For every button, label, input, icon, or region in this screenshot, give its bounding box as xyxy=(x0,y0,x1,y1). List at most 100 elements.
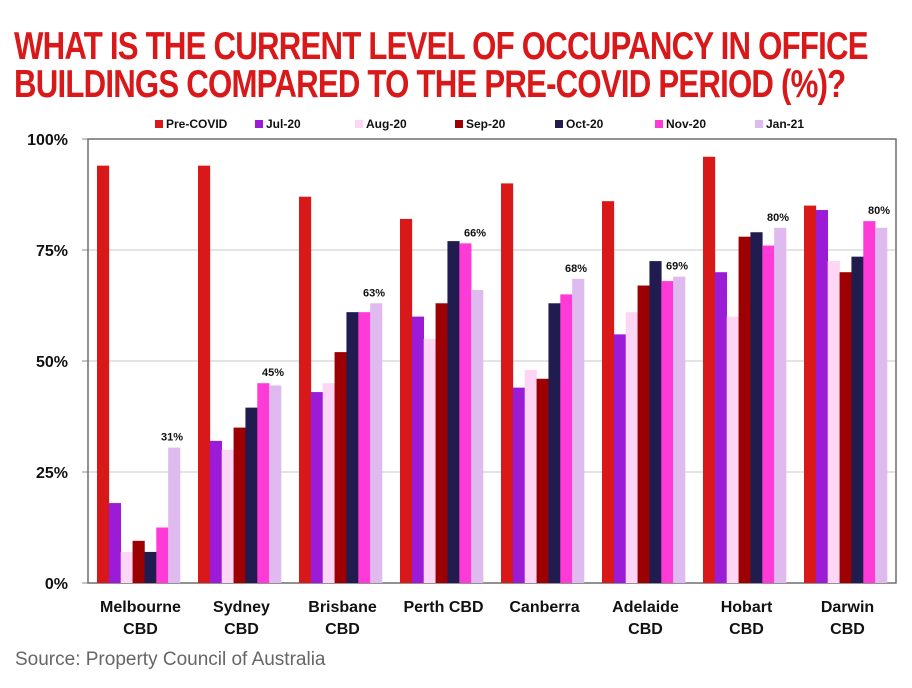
legend-label: Sep-20 xyxy=(466,117,506,131)
bar xyxy=(863,221,876,583)
legend-swatch xyxy=(155,120,163,128)
x-category-label: Adelaide xyxy=(612,599,679,616)
bar xyxy=(774,227,787,584)
bar xyxy=(536,378,549,583)
bar xyxy=(120,551,133,583)
bar xyxy=(625,312,638,583)
bar xyxy=(602,201,615,583)
source-note: Source: Property Council of Australia xyxy=(15,649,326,670)
x-category-label: Canberra xyxy=(509,599,579,616)
x-category-label: CBD xyxy=(628,621,663,638)
bar xyxy=(875,227,888,584)
x-category-label: CBD xyxy=(224,621,259,638)
bar xyxy=(459,243,472,583)
y-tick-label: 100% xyxy=(27,132,68,149)
x-category-label: CBD xyxy=(325,621,360,638)
bar xyxy=(703,156,716,583)
bar xyxy=(245,407,258,583)
legend-swatch xyxy=(355,120,363,128)
data-label: 45% xyxy=(262,367,284,379)
legend-label: Oct-20 xyxy=(566,117,604,131)
legend-swatch xyxy=(655,120,663,128)
bar xyxy=(661,281,674,583)
bar xyxy=(334,352,347,583)
bar xyxy=(501,183,514,583)
bar xyxy=(649,261,662,583)
bar xyxy=(358,312,371,583)
bar xyxy=(168,447,181,583)
chart-title-line-2: BUILDINGS COMPARED TO THE PRE-COVID PERI… xyxy=(14,63,846,106)
bar xyxy=(269,385,282,583)
bar xyxy=(132,540,145,583)
data-label: 69% xyxy=(666,261,688,273)
bar xyxy=(637,285,650,583)
bar xyxy=(827,261,840,583)
bar xyxy=(423,338,436,583)
bar xyxy=(560,294,573,583)
bar xyxy=(815,210,829,584)
bar xyxy=(257,383,270,583)
bar xyxy=(524,369,537,583)
bar xyxy=(804,205,817,583)
legend-swatch xyxy=(555,120,563,128)
legend-label: Nov-20 xyxy=(666,117,706,131)
y-tick-label: 25% xyxy=(36,465,68,482)
bar xyxy=(839,272,852,583)
bar xyxy=(97,165,110,583)
x-category-label: CBD xyxy=(729,621,764,638)
legend-label: Jul-20 xyxy=(266,117,301,131)
bar xyxy=(447,241,460,583)
bar xyxy=(726,316,739,583)
bar xyxy=(411,316,425,583)
bar xyxy=(299,196,312,583)
legend-label: Pre-COVID xyxy=(166,117,228,131)
bar xyxy=(435,303,448,583)
y-tick-label: 50% xyxy=(36,354,68,371)
y-tick-label: 75% xyxy=(36,243,68,260)
bar xyxy=(322,383,335,583)
data-label: 80% xyxy=(868,205,890,217)
x-category-label: Melbourne xyxy=(100,599,181,616)
legend-swatch xyxy=(255,120,263,128)
bar xyxy=(310,392,324,583)
bar xyxy=(471,289,484,583)
bar xyxy=(750,232,763,584)
bar xyxy=(851,256,864,583)
x-category-label: CBD xyxy=(123,621,158,638)
bar xyxy=(209,440,223,583)
data-label: 68% xyxy=(565,263,587,275)
data-label: 66% xyxy=(464,227,486,239)
bar xyxy=(738,236,751,583)
x-category-label: Sydney xyxy=(213,599,270,616)
bar xyxy=(346,312,359,583)
legend-label: Aug-20 xyxy=(366,117,407,131)
x-category-label: CBD xyxy=(830,621,865,638)
bar xyxy=(144,551,157,583)
bar xyxy=(572,278,585,583)
legend-swatch xyxy=(455,120,463,128)
bar xyxy=(714,272,728,583)
bar xyxy=(548,303,561,583)
y-tick-label: 0% xyxy=(45,576,68,593)
bar xyxy=(198,165,211,583)
bar xyxy=(221,449,234,583)
bar xyxy=(613,334,627,583)
bar xyxy=(156,527,169,583)
bar xyxy=(108,503,122,583)
x-category-label: Perth CBD xyxy=(403,599,483,616)
bar xyxy=(512,387,526,583)
bar xyxy=(673,276,686,583)
legend-label: Jan-21 xyxy=(766,117,804,131)
data-label: 80% xyxy=(767,212,789,224)
x-category-label: Brisbane xyxy=(308,599,377,616)
x-category-label: Darwin xyxy=(821,599,874,616)
x-category-label: Hobart xyxy=(721,599,773,616)
plot-frame xyxy=(87,138,897,584)
data-label: 63% xyxy=(363,287,385,299)
bar xyxy=(233,427,246,583)
legend-swatch xyxy=(755,120,763,128)
bar xyxy=(370,303,383,583)
bar xyxy=(400,218,413,584)
bar xyxy=(762,245,775,583)
